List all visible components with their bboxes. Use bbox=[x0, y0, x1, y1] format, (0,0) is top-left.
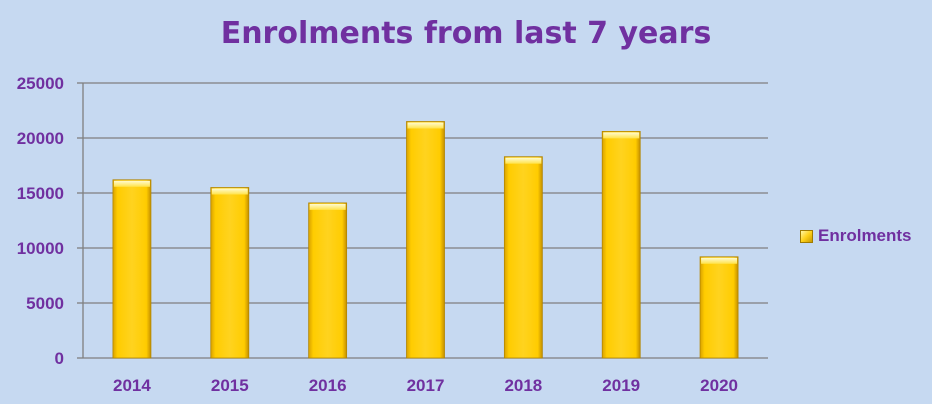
bar-2018 bbox=[503, 156, 543, 359]
y-tick-label: 0 bbox=[55, 349, 64, 368]
x-tick-label: 2020 bbox=[700, 376, 738, 395]
bar-highlight bbox=[505, 157, 542, 164]
bar-highlight bbox=[701, 257, 738, 264]
bar-body bbox=[210, 187, 250, 359]
bar-2020 bbox=[699, 256, 739, 359]
bar-highlight bbox=[407, 122, 444, 129]
bar-highlight bbox=[309, 203, 346, 210]
x-tick-label: 2018 bbox=[504, 376, 542, 395]
bar-2017 bbox=[406, 121, 445, 359]
chart-title: Enrolments from last 7 years bbox=[220, 16, 712, 51]
bar-2019 bbox=[601, 130, 641, 359]
y-tick-label: 10000 bbox=[17, 239, 64, 258]
y-axis-ticks: 0 5000 10000 15000 20000 25000 bbox=[17, 74, 64, 368]
x-tick-label: 2014 bbox=[113, 376, 151, 395]
bar-highlight bbox=[113, 180, 150, 187]
bar-2014 bbox=[112, 179, 152, 359]
bar-body bbox=[406, 121, 445, 359]
bar-body bbox=[308, 202, 348, 359]
bar-body bbox=[699, 256, 739, 359]
bar-series bbox=[112, 121, 739, 359]
x-tick-label: 2017 bbox=[407, 376, 445, 395]
bar-body bbox=[601, 130, 641, 359]
bar-body bbox=[112, 179, 152, 359]
bar-body bbox=[503, 156, 543, 359]
y-tick-label: 25000 bbox=[17, 74, 64, 93]
legend: Enrolments bbox=[800, 225, 912, 247]
bar-2016 bbox=[308, 202, 348, 359]
x-tick-label: 2019 bbox=[602, 376, 640, 395]
y-tick-label: 5000 bbox=[26, 294, 64, 313]
legend-swatch-enrolments bbox=[800, 229, 813, 243]
legend-label-enrolments: Enrolments bbox=[818, 226, 912, 245]
x-axis-ticks: 2014 2015 2016 2017 2018 2019 2020 bbox=[113, 376, 738, 395]
x-tick-label: 2015 bbox=[211, 376, 249, 395]
bar-2015 bbox=[210, 187, 250, 359]
y-tick-label: 20000 bbox=[17, 129, 64, 148]
y-tick-label: 15000 bbox=[17, 184, 64, 203]
x-tick-label: 2016 bbox=[309, 376, 347, 395]
bar-highlight bbox=[603, 132, 640, 139]
bar-highlight bbox=[211, 188, 248, 195]
